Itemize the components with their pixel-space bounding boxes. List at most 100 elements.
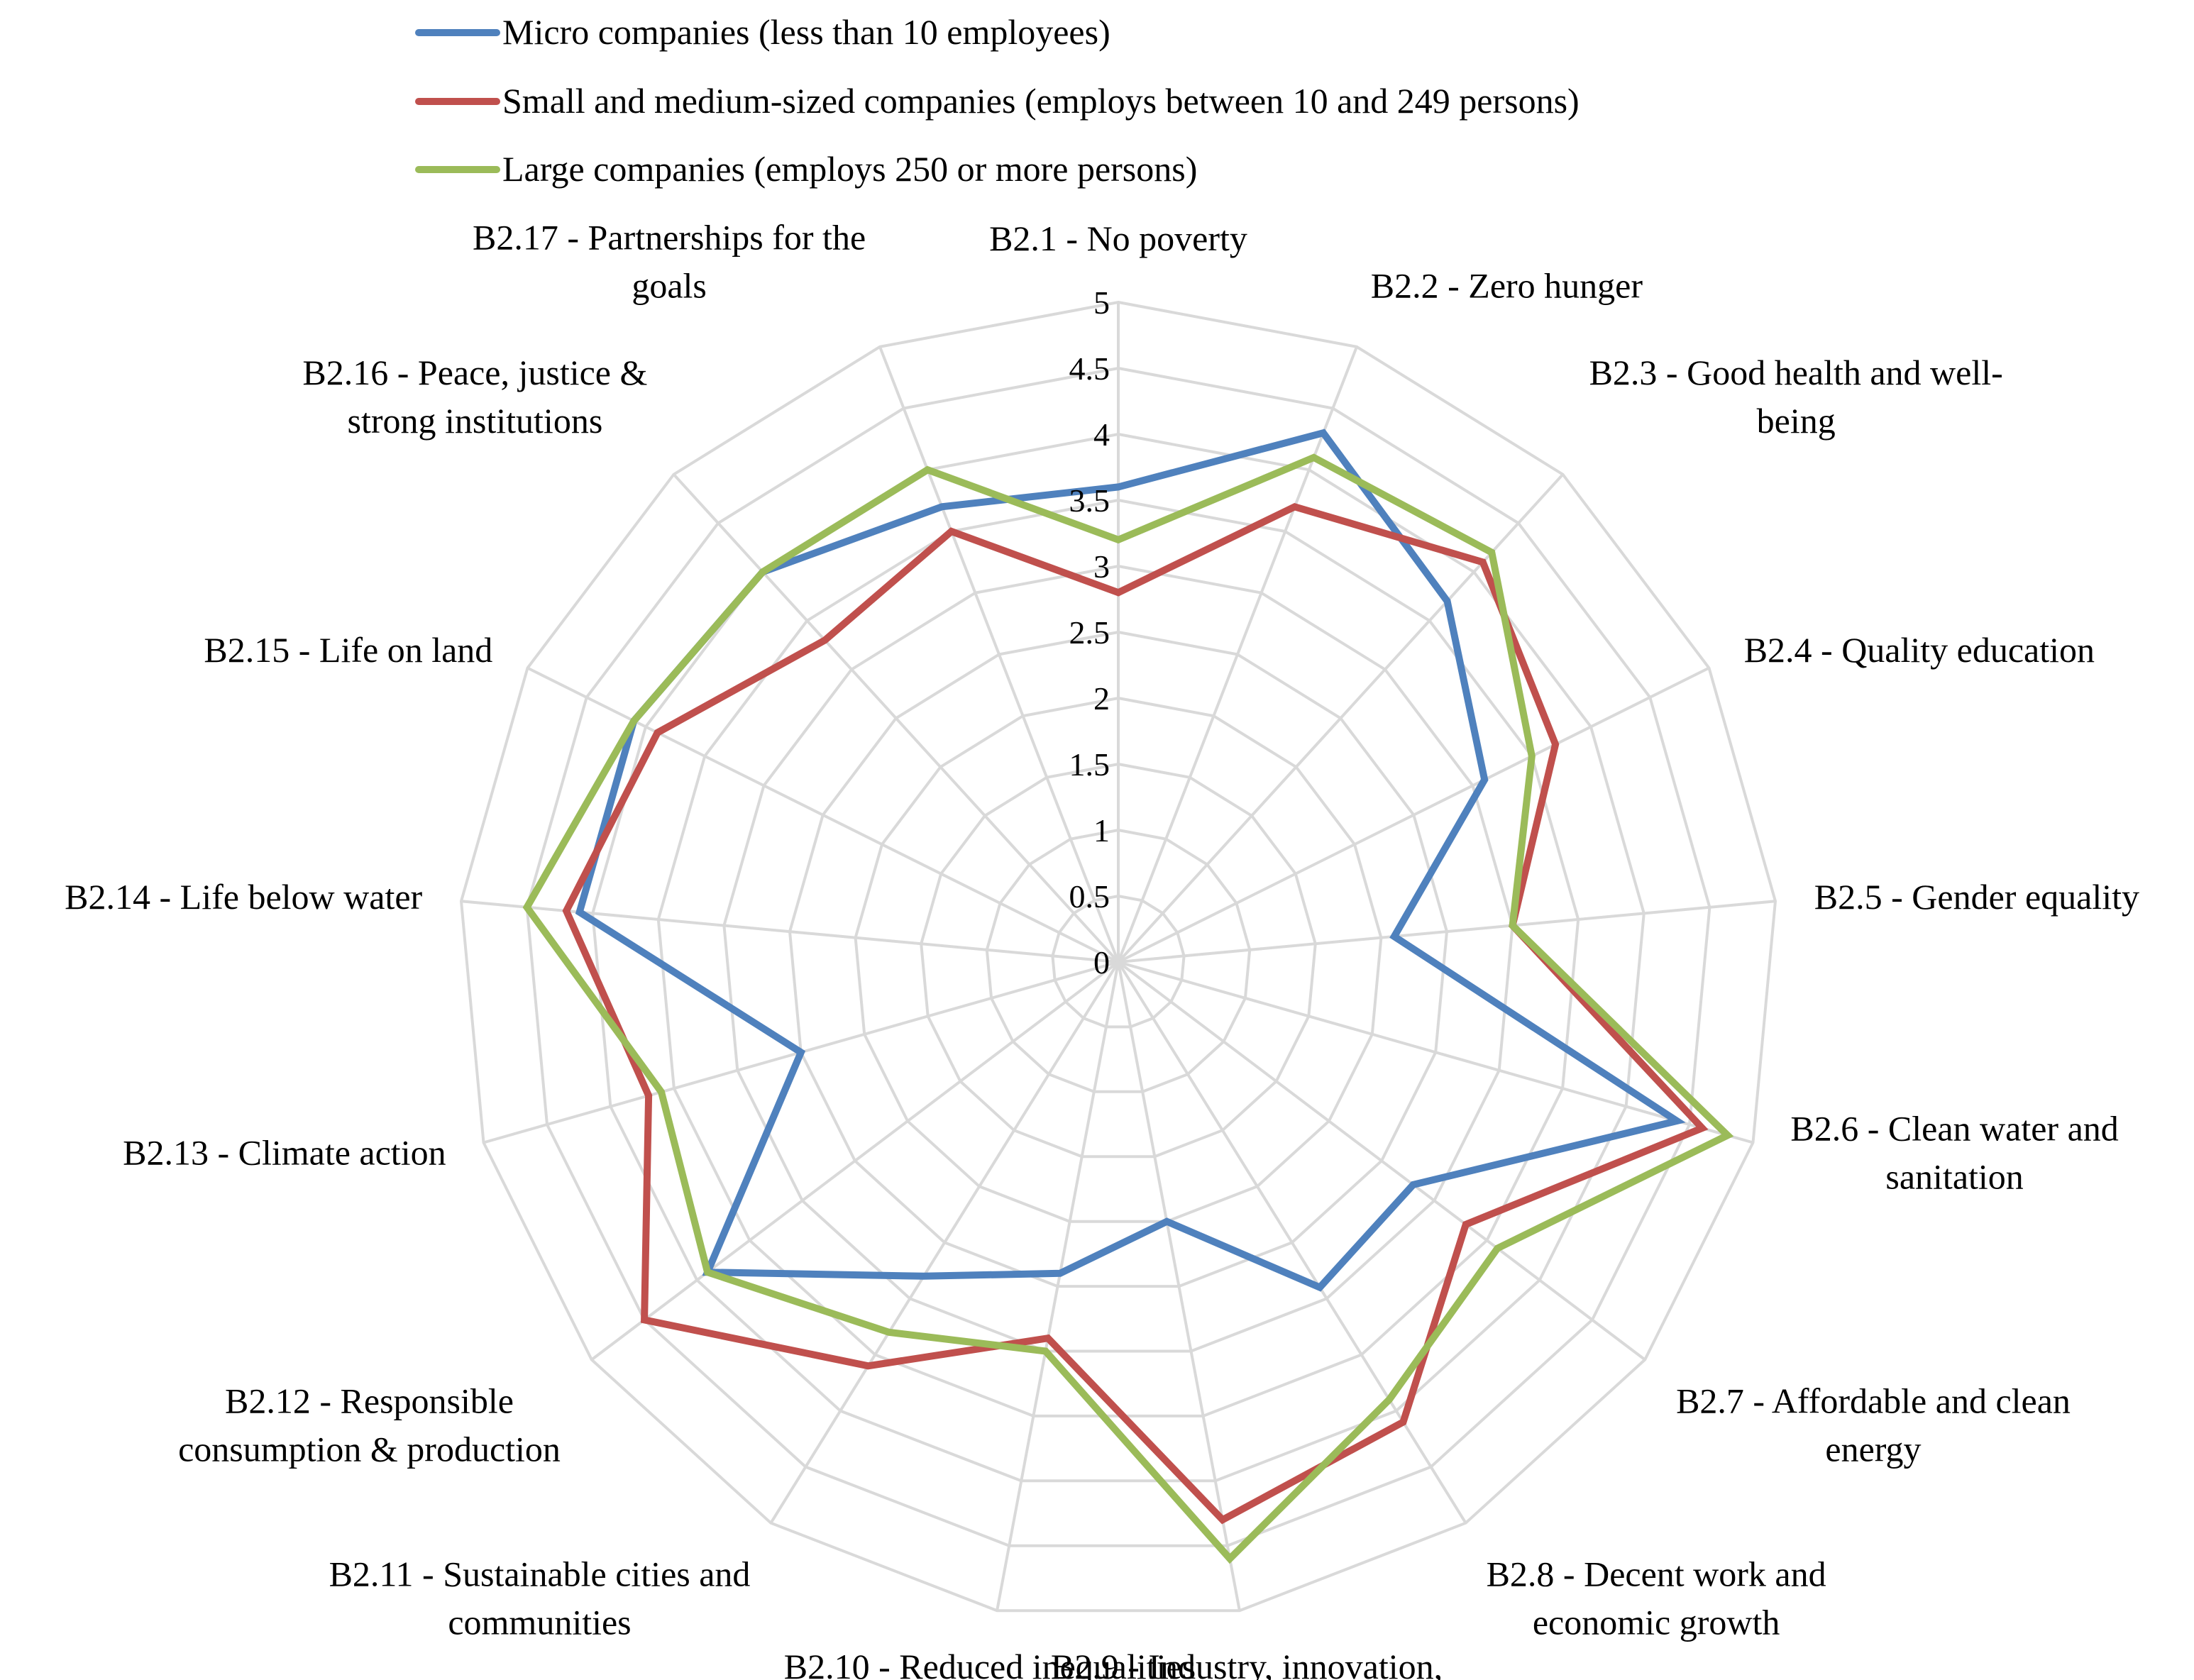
category-label-line: B2.6 - Clean water and [1790, 1109, 2118, 1149]
data-point [1465, 1223, 1467, 1225]
category-label: B2.7 - Affordable and clean energy [1676, 1381, 2071, 1469]
category-label-line: B2.3 - Good health and well- [1589, 353, 2003, 392]
data-point [1166, 1220, 1168, 1222]
category-label: B2.2 - Zero hunger [1371, 266, 1643, 306]
category-label: B2.9 - Industry, innovation,and infrastr… [1051, 1647, 1443, 1680]
data-point [867, 1365, 869, 1367]
data-point [1701, 1127, 1703, 1129]
grid-spoke [590, 961, 1120, 1361]
radial-tick-labels: 0 0.5 1 1.5 2 2.5 3 3.5 4 4.5 5 [1069, 284, 1110, 980]
grid-spoke [527, 666, 1119, 963]
data-point [1484, 779, 1486, 780]
data-point [1402, 1421, 1404, 1423]
radial-grid [459, 300, 1777, 1613]
data-point [1229, 1558, 1231, 1559]
data-point [1446, 600, 1448, 602]
data-point [1118, 486, 1119, 488]
data-point [1118, 538, 1119, 541]
data-point [941, 506, 943, 508]
category-label-line: B2.4 - Quality education [1744, 630, 2095, 670]
category-label: B2.1 - No poverty [989, 219, 1247, 258]
data-point [1294, 506, 1296, 508]
legend-item-sme: Small and medium-sized companies (employ… [415, 81, 1580, 121]
series-lines [522, 429, 1734, 1564]
series-line-2 [522, 453, 1734, 1564]
data-point [1059, 1272, 1061, 1274]
data-point [761, 571, 764, 573]
data-point [1313, 456, 1315, 458]
data-point [656, 731, 658, 734]
data-point [661, 1091, 662, 1093]
data-point [1676, 1120, 1678, 1122]
data-point [1726, 1134, 1729, 1137]
data-point [566, 910, 568, 912]
tick-label: 3 [1093, 548, 1110, 585]
grid-spoke [1118, 666, 1710, 963]
tick-label: 2 [1093, 680, 1110, 717]
tick-label: 1 [1093, 812, 1110, 849]
legend: Micro companies (less than 10 employees)… [415, 12, 1580, 189]
category-label-line: B2.10 - Reduced inequalities [784, 1647, 1196, 1680]
data-point [922, 1275, 925, 1277]
data-point [824, 639, 826, 641]
data-point [888, 1331, 890, 1333]
tick-label: 2.5 [1069, 614, 1110, 651]
category-label-line: communities [448, 1603, 631, 1642]
category-label-line: B2.5 - Gender equality [1814, 877, 2139, 917]
grid-spoke [996, 961, 1120, 1611]
category-label: B2.6 - Clean water and sanitation [1790, 1109, 2118, 1197]
tick-label: 5 [1093, 284, 1110, 321]
data-point [707, 1271, 709, 1273]
category-label: B2.15 - Life on land [204, 630, 492, 670]
data-point [1412, 1183, 1414, 1186]
legend-label-large: Large companies (employs 250 or more per… [502, 149, 1197, 189]
category-label-line: being [1757, 401, 1836, 441]
grid-ring [722, 564, 1514, 1353]
tick-label: 4.5 [1069, 350, 1110, 387]
category-label-line: B2.2 - Zero hunger [1371, 266, 1643, 306]
category-label-line: B2.13 - Climate action [123, 1133, 446, 1173]
category-label: B2.8 - Decent work and economic growth [1487, 1554, 1826, 1642]
data-point [578, 911, 580, 913]
category-label: B2.14 - Life below water [65, 877, 422, 917]
data-point [1388, 1398, 1390, 1400]
series-line-1 [562, 502, 1709, 1525]
data-point [1222, 1519, 1223, 1521]
category-label-line: goals [632, 266, 707, 306]
data-point [1482, 561, 1484, 563]
category-label-line: B2.12 - Responsible [225, 1381, 514, 1421]
legend-label-micro: Micro companies (less than 10 employees) [502, 12, 1110, 52]
grid-spoke [1117, 961, 1467, 1524]
data-point [1118, 592, 1119, 594]
grid-spoke [1118, 900, 1776, 963]
data-point [1491, 551, 1493, 553]
grid-ring [591, 432, 1646, 1483]
tick-label: 1.5 [1069, 746, 1110, 783]
data-point [1047, 1337, 1049, 1339]
data-point [1555, 744, 1557, 746]
data-point [1496, 1247, 1499, 1249]
category-label-line: B2.9 - Industry, innovation, [1051, 1647, 1443, 1680]
grid-spoke [1117, 961, 1646, 1361]
tick-label: 4 [1093, 416, 1110, 453]
data-point [950, 531, 952, 532]
grid-spoke [878, 346, 1120, 963]
tick-label: 0.5 [1069, 878, 1110, 914]
data-point [633, 720, 635, 722]
grid-ring [920, 762, 1317, 1159]
category-label-line: B2.14 - Life below water [65, 877, 422, 917]
category-label-line: strong institutions [348, 401, 603, 441]
grid-spoke [1117, 473, 1564, 963]
grid-spoke [673, 473, 1120, 963]
grid-ring [525, 366, 1711, 1547]
category-label: B2.10 - Reduced inequalities [784, 1647, 1196, 1680]
data-point [1511, 924, 1514, 927]
legend-item-large: Large companies (employs 250 or more per… [415, 149, 1197, 189]
category-label: B2.4 - Quality education [1744, 630, 2095, 670]
grid-ring [854, 696, 1383, 1223]
grid-ring [1051, 894, 1186, 1029]
tick-label: 0 [1093, 944, 1110, 980]
category-label: B2.12 - Responsible consumption & product… [178, 1381, 561, 1469]
category-label-line: B2.1 - No poverty [989, 219, 1247, 258]
